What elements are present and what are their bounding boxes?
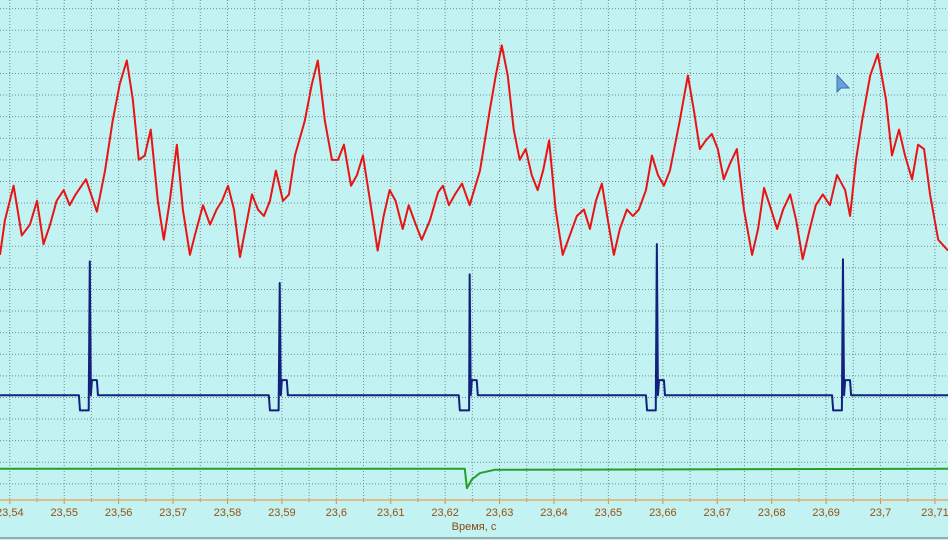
mouse-cursor	[836, 73, 851, 94]
x-tick-label: 23,66	[649, 507, 677, 519]
x-tick-label: 23,59	[268, 507, 296, 519]
x-tick-label: 23,7	[870, 507, 891, 519]
x-tick-label: 23,56	[105, 507, 133, 519]
x-tick-label: 23,65	[595, 507, 623, 519]
x-tick-label: 23,63	[486, 507, 514, 519]
grid	[0, 0, 948, 500]
x-tick-label: 23,61	[377, 507, 405, 519]
x-tick-label: 23,54	[0, 507, 24, 519]
signal-trace	[0, 467, 948, 490]
signal-trace	[0, 44, 948, 261]
x-tick-label: 23,55	[50, 507, 78, 519]
signal-trace	[0, 243, 948, 412]
x-tick-label: 23,71	[921, 507, 948, 519]
x-tick-label: 23,68	[758, 507, 786, 519]
x-tick-label: 23,58	[214, 507, 242, 519]
x-tick-label: 23,64	[540, 507, 568, 519]
x-tick-label: 23,69	[812, 507, 840, 519]
x-tick-label: 23,6	[326, 507, 347, 519]
x-tick-label: 23,57	[159, 507, 187, 519]
x-axis-label: Время, с	[452, 521, 497, 533]
traces	[0, 44, 948, 490]
x-tick-label: 23,62	[431, 507, 459, 519]
x-axis: 23,54 23,55 23,56 23,57 23,58 23,59 23,6 23,61 2…	[0, 499, 948, 519]
x-tick-label: 23,67	[703, 507, 731, 519]
